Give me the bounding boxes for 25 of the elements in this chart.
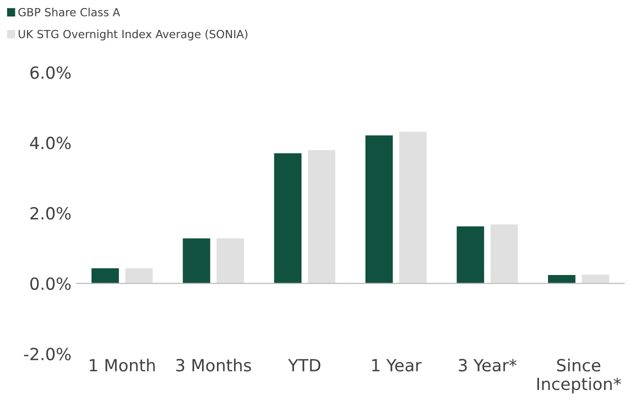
- bar: [92, 268, 119, 284]
- bar: [182, 238, 210, 284]
- x-tick-label: 3 Months: [176, 358, 251, 372]
- y-tick-label: 2.0%: [30, 207, 71, 220]
- legend-label: GBP Share Class A: [18, 8, 120, 16]
- x-tick-label: 3 Year*: [458, 358, 517, 372]
- bar: [399, 132, 427, 284]
- bar: [456, 226, 484, 284]
- y-tick-label: 6.0%: [30, 66, 71, 79]
- bar: [274, 153, 302, 284]
- x-tick-label: 1 Month: [90, 358, 155, 372]
- bar: [365, 135, 393, 284]
- bar: [582, 274, 610, 284]
- x-tick-label: 1 Year: [372, 359, 422, 372]
- y-tick-label: 0.0%: [30, 277, 71, 290]
- x-tick-label: Since Inception*: [537, 358, 621, 394]
- bar: [125, 268, 153, 284]
- y-tick-label: -2.0%: [24, 348, 71, 360]
- x-tick-label: YTD: [288, 359, 320, 372]
- bar: [216, 238, 244, 284]
- y-tick-label: 4.0%: [30, 136, 71, 150]
- bar: [490, 224, 518, 284]
- legend-label: UK STG Overnight Index Average (SONIA): [18, 30, 248, 40]
- bar: [308, 150, 336, 284]
- bar: [548, 274, 576, 284]
